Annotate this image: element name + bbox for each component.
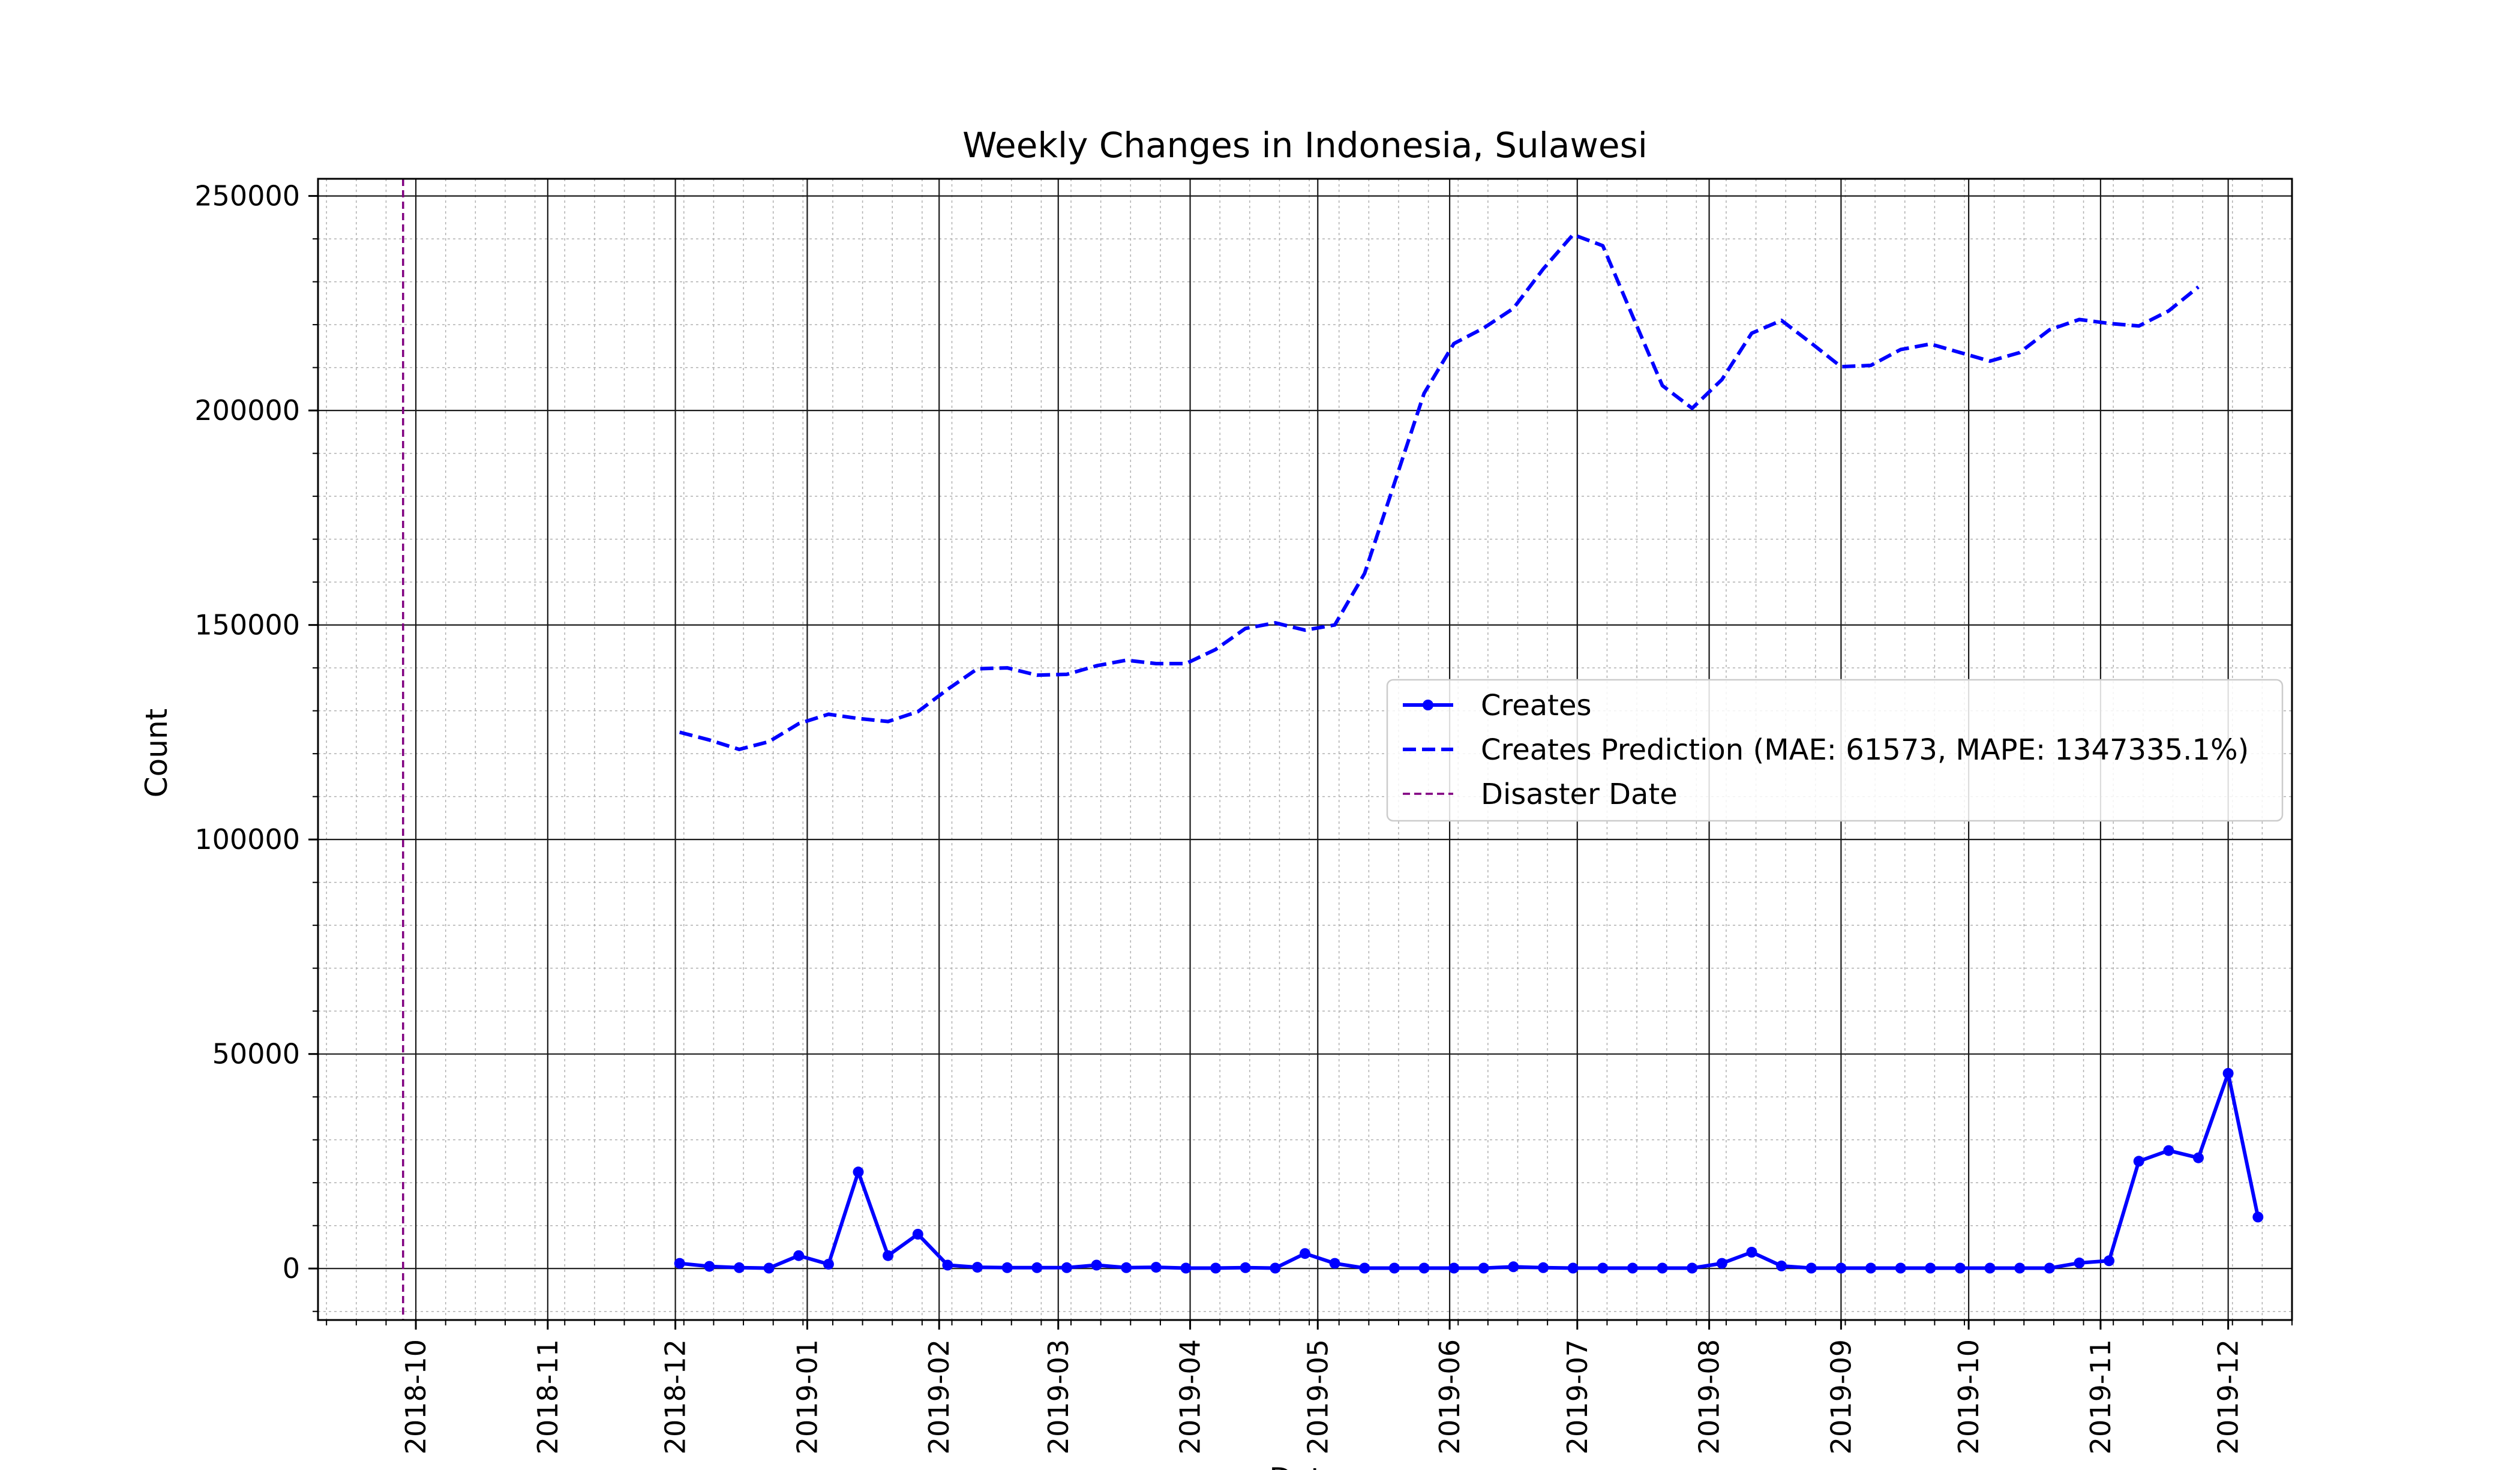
creates-point (1150, 1262, 1162, 1273)
creates-point (1121, 1262, 1132, 1273)
x-tick-label: 2019-09 (1825, 1339, 1857, 1454)
creates-point (1508, 1261, 1519, 1273)
creates-point (1091, 1259, 1102, 1271)
x-tick-label: 2019-07 (1561, 1339, 1594, 1454)
x-tick-label: 2019-11 (2084, 1339, 2117, 1454)
x-tick-label: 2019-12 (2212, 1339, 2245, 1454)
creates-point (1865, 1262, 1876, 1274)
creates-point (823, 1259, 834, 1270)
creates-point (1925, 1262, 1936, 1274)
creates-point (2074, 1257, 2085, 1268)
creates-point (912, 1229, 923, 1240)
y-tick-label: 250000 (194, 180, 300, 212)
creates-point (734, 1262, 745, 1273)
creates-point (1329, 1258, 1340, 1269)
creates-point (1657, 1262, 1668, 1274)
creates-point (883, 1250, 894, 1261)
legend-label: Creates (1481, 689, 1592, 722)
x-tick-label: 2018-11 (532, 1339, 564, 1454)
x-tick-label: 2019-04 (1174, 1339, 1207, 1454)
creates-point (2014, 1262, 2026, 1274)
creates-point (1210, 1262, 1222, 1274)
x-tick-label: 2018-10 (400, 1339, 432, 1454)
creates-prediction-line (679, 233, 2200, 751)
creates-point (1805, 1262, 1817, 1274)
creates-point (1180, 1262, 1192, 1274)
creates-point (1746, 1247, 1757, 1258)
legend-label: Creates Prediction (MAE: 61573, MAPE: 13… (1481, 733, 2249, 767)
y-tick-label: 150000 (194, 609, 300, 641)
creates-point (1300, 1248, 1310, 1259)
creates-point (972, 1262, 983, 1273)
y-tick-label: 200000 (194, 394, 300, 427)
creates-point (1954, 1262, 1966, 1274)
creates-point (2193, 1152, 2204, 1163)
creates-point (942, 1259, 953, 1271)
x-tick-label: 2019-01 (791, 1339, 823, 1454)
creates-point (1001, 1262, 1013, 1273)
y-axis-title: Count (139, 709, 174, 798)
x-tick-labels: 2018-10 2018-11 2018-12 2019-01 2019-02 2019-… (400, 1339, 2245, 1454)
series-layer (674, 233, 2264, 1274)
creates-point (1895, 1262, 1906, 1274)
creates-point (704, 1261, 715, 1272)
y-tick-label: 50000 (212, 1038, 300, 1070)
x-tick-label: 2019-10 (1952, 1339, 1985, 1454)
x-tick-label: 2019-05 (1301, 1339, 1334, 1454)
creates-point (2252, 1211, 2264, 1223)
creates-point (1359, 1262, 1370, 1274)
creates-point (1984, 1262, 1996, 1274)
creates-point (2133, 1156, 2144, 1167)
creates-point (853, 1166, 864, 1178)
creates-point (1031, 1262, 1043, 1273)
creates-point (1776, 1260, 1787, 1271)
x-tick-label: 2019-06 (1433, 1339, 1466, 1454)
x-tick-label: 2019-08 (1693, 1339, 1726, 1454)
creates-point (1687, 1262, 1698, 1274)
creates-point (1567, 1262, 1579, 1274)
creates-point (1597, 1262, 1609, 1274)
legend: Creates Creates Prediction (MAE: 61573, M… (1386, 679, 2284, 822)
legend-swatch-creates-marker (1423, 700, 1433, 710)
x-axis-title: Date (1269, 1462, 1341, 1470)
creates-point (1716, 1258, 1727, 1269)
creates-point (1538, 1262, 1549, 1273)
legend-box (1386, 679, 2284, 822)
creates-point (763, 1262, 775, 1274)
y-tick-labels: 0 50000 100000 150000 200000 250000 (194, 180, 300, 1285)
chart-title: Weekly Changes in Indonesia, Sulawesi (962, 125, 1648, 166)
creates-point (793, 1250, 805, 1261)
creates-point (1061, 1262, 1072, 1273)
y-tick-label: 100000 (194, 823, 300, 856)
creates-point (1418, 1262, 1430, 1274)
x-tick-label: 2018-12 (659, 1339, 692, 1454)
creates-point (2222, 1067, 2234, 1079)
creates-point (2163, 1145, 2174, 1156)
creates-point (1478, 1262, 1489, 1274)
creates-point (1388, 1262, 1400, 1274)
y-tick-label: 0 (283, 1252, 300, 1285)
x-tick-label: 2019-02 (923, 1339, 955, 1454)
axis-ticks (308, 195, 2293, 1330)
creates-point (1627, 1262, 1638, 1274)
creates-point (2104, 1255, 2115, 1267)
creates-point (674, 1258, 685, 1269)
creates-point (1835, 1262, 1847, 1274)
creates-point (1448, 1262, 1460, 1274)
plot-frame (317, 178, 2293, 1321)
creates-point (1270, 1262, 1281, 1274)
x-tick-label: 2019-03 (1042, 1339, 1075, 1454)
creates-point (2044, 1262, 2055, 1274)
legend-label: Disaster Date (1481, 778, 1678, 811)
creates-point (1240, 1262, 1251, 1273)
